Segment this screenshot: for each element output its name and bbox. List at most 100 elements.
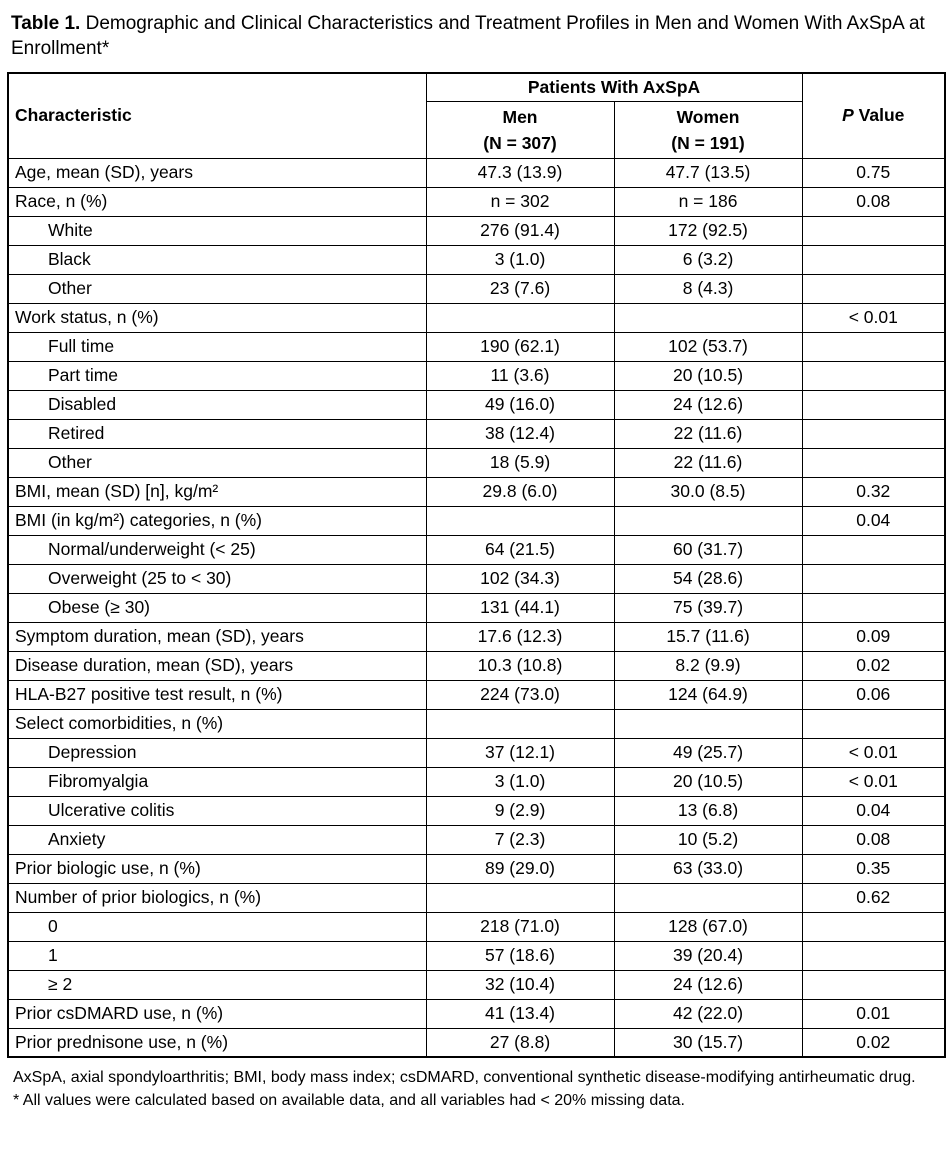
cell-p-value <box>801 940 946 971</box>
table-row: HLA-B27 positive test result, n (%) 224 (… <box>7 679 946 710</box>
row-label: Work status, n (%) <box>7 302 427 333</box>
cell-women: 24 (12.6) <box>613 969 803 1000</box>
table-row: Overweight (25 to < 30) 102 (34.3) 54 (28.… <box>7 563 946 594</box>
cell-women: 47.7 (13.5) <box>613 157 803 188</box>
cell-women: 54 (28.6) <box>613 563 803 594</box>
table-row: Symptom duration, mean (SD), years 17.6 (… <box>7 621 946 652</box>
cell-women: 30 (15.7) <box>613 1027 803 1058</box>
cell-men: 224 (73.0) <box>425 679 615 710</box>
cell-women: 172 (92.5) <box>613 215 803 246</box>
cell-men: 7 (2.3) <box>425 824 615 855</box>
row-label: Select comorbidities, n (%) <box>7 708 427 739</box>
header-men: Men (N = 307) <box>425 100 615 159</box>
row-label: Black <box>7 244 427 275</box>
cell-p-value: < 0.01 <box>801 302 946 333</box>
table-row: 1 57 (18.6) 39 (20.4) <box>7 940 946 971</box>
header-women: Women (N = 191) <box>613 100 803 159</box>
footnotes: AxSpA, axial spondyloarthritis; BMI, bod… <box>13 1067 938 1112</box>
cell-women <box>613 708 803 739</box>
table-row: Race, n (%) n = 302 n = 186 0.08 <box>7 186 946 217</box>
cell-women: 6 (3.2) <box>613 244 803 275</box>
table-row: Part time 11 (3.6) 20 (10.5) <box>7 360 946 391</box>
cell-women: 13 (6.8) <box>613 795 803 826</box>
table-row: White 276 (91.4) 172 (92.5) <box>7 215 946 246</box>
row-label: Ulcerative colitis <box>7 795 427 826</box>
cell-men: 10.3 (10.8) <box>425 650 615 681</box>
row-label: Fibromyalgia <box>7 766 427 797</box>
header-row-columns: Men (N = 307) Women (N = 191) <box>8 100 945 159</box>
row-label: Prior prednisone use, n (%) <box>7 1027 427 1058</box>
cell-men: 3 (1.0) <box>425 766 615 797</box>
cell-women: 22 (11.6) <box>613 447 803 478</box>
cell-men <box>425 708 615 739</box>
table-row: Prior prednisone use, n (%) 27 (8.8) 30 (1… <box>7 1027 946 1058</box>
cell-women: n = 186 <box>613 186 803 217</box>
table-row: 0 218 (71.0) 128 (67.0) <box>7 911 946 942</box>
table-row: Black 3 (1.0) 6 (3.2) <box>7 244 946 275</box>
cell-men <box>425 882 615 913</box>
cell-p-value <box>801 563 946 594</box>
cell-women <box>613 505 803 536</box>
cell-men: 218 (71.0) <box>425 911 615 942</box>
header-p-value-italic: P <box>842 105 854 126</box>
header-women-n: (N = 191) <box>671 132 745 153</box>
header-row-group: Characteristic Patients With AxSpA P Val… <box>7 72 946 159</box>
table-title-text: Demographic and Clinical Characteristics… <box>11 13 925 60</box>
row-label: Other <box>7 447 427 478</box>
cell-women: 30.0 (8.5) <box>613 476 803 507</box>
cell-p-value: 0.35 <box>801 853 946 884</box>
cell-women: 49 (25.7) <box>613 737 803 768</box>
cell-men: 17.6 (12.3) <box>425 621 615 652</box>
cell-women: 124 (64.9) <box>613 679 803 710</box>
row-label: Race, n (%) <box>7 186 427 217</box>
cell-p-value: 0.02 <box>801 1027 946 1058</box>
row-label: White <box>7 215 427 246</box>
cell-men: 38 (12.4) <box>425 418 615 449</box>
row-label: Other <box>7 273 427 304</box>
cell-p-value <box>801 534 946 565</box>
cell-men: 102 (34.3) <box>425 563 615 594</box>
cell-men: 37 (12.1) <box>425 737 615 768</box>
header-p-value: P Value <box>801 72 946 159</box>
footnote-asterisk: * All values were calculated based on av… <box>13 1091 685 1109</box>
row-label: Obese (≥ 30) <box>7 592 427 623</box>
header-patients-group: Patients With AxSpA <box>425 72 803 102</box>
cell-p-value: 0.04 <box>801 795 946 826</box>
cell-men: 29.8 (6.0) <box>425 476 615 507</box>
table-row: Prior biologic use, n (%) 89 (29.0) 63 (33… <box>7 853 946 884</box>
header-men-n: (N = 307) <box>483 132 557 153</box>
table-title-label: Table 1. <box>11 13 81 34</box>
row-label: 1 <box>7 940 427 971</box>
table-body: Age, mean (SD), years 47.3 (13.9) 47.7 (13… <box>7 157 946 1058</box>
cell-women: 20 (10.5) <box>613 766 803 797</box>
table-row: Prior csDMARD use, n (%) 41 (13.4) 42 (22.… <box>7 998 946 1029</box>
table-row: Obese (≥ 30) 131 (44.1) 75 (39.7) <box>7 592 946 623</box>
cell-men <box>425 505 615 536</box>
cell-women: 128 (67.0) <box>613 911 803 942</box>
row-label: Number of prior biologics, n (%) <box>7 882 427 913</box>
cell-men: n = 302 <box>425 186 615 217</box>
row-label: Disease duration, mean (SD), years <box>7 650 427 681</box>
cell-women: 60 (31.7) <box>613 534 803 565</box>
cell-p-value <box>801 244 946 275</box>
row-label: Part time <box>7 360 427 391</box>
cell-p-value <box>801 215 946 246</box>
demographics-table: Characteristic Patients With AxSpA P Val… <box>7 72 947 1059</box>
cell-p-value <box>801 969 946 1000</box>
row-label: Normal/underweight (< 25) <box>7 534 427 565</box>
cell-women: 20 (10.5) <box>613 360 803 391</box>
table-row: Other 18 (5.9) 22 (11.6) <box>7 447 946 478</box>
row-label: Disabled <box>7 389 427 420</box>
cell-women: 15.7 (11.6) <box>613 621 803 652</box>
table-title: Table 1. Demographic and Clinical Charac… <box>11 11 940 61</box>
table-row: Disabled 49 (16.0) 24 (12.6) <box>7 389 946 420</box>
cell-women: 42 (22.0) <box>613 998 803 1029</box>
table-row: Retired 38 (12.4) 22 (11.6) <box>7 418 946 449</box>
row-label: Prior biologic use, n (%) <box>7 853 427 884</box>
cell-men: 276 (91.4) <box>425 215 615 246</box>
cell-p-value: 0.04 <box>801 505 946 536</box>
table-row: Number of prior biologics, n (%) 0.62 <box>7 882 946 913</box>
cell-women: 75 (39.7) <box>613 592 803 623</box>
header-p-value-rest: Value <box>853 105 905 126</box>
cell-p-value: 0.06 <box>801 679 946 710</box>
